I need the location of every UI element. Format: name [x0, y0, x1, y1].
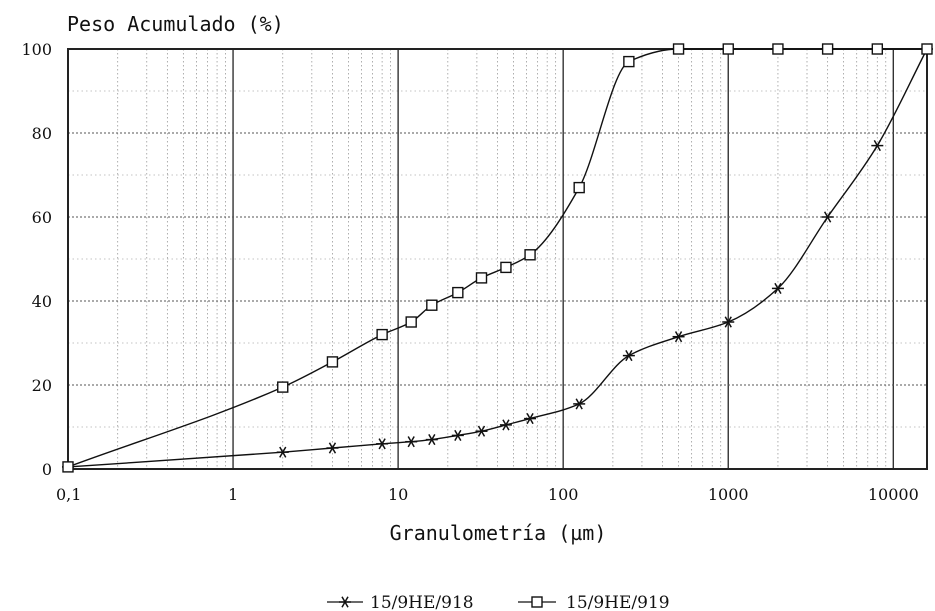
- x-tick-labels: 0,1 1 10 100 1000 10000: [56, 485, 919, 504]
- series-markers: [62, 43, 933, 473]
- data-point-square: [62, 461, 74, 473]
- legend-label-series-2: 15/9HE/919: [566, 593, 670, 611]
- x-tick-label: 10000: [868, 485, 919, 504]
- data-point-square: [722, 43, 734, 55]
- data-point-asterisk: [821, 211, 834, 223]
- data-point-square: [672, 43, 685, 55]
- data-point-square: [772, 43, 784, 55]
- data-point-square: [475, 272, 488, 284]
- chart-title: Peso Acumulado (%): [67, 12, 284, 36]
- data-point-asterisk: [722, 316, 735, 328]
- data-point-square: [452, 286, 464, 299]
- x-tick-label: 1000: [708, 485, 749, 504]
- data-point-asterisk: [276, 446, 289, 458]
- y-tick-label: 60: [32, 208, 52, 227]
- data-point-asterisk: [451, 429, 464, 441]
- legend-square-icon: [531, 596, 543, 608]
- data-point-square: [821, 43, 834, 55]
- data-point-asterisk: [622, 350, 635, 362]
- y-tick-label: 100: [21, 40, 52, 59]
- data-point-square: [623, 55, 635, 68]
- y-tick-label: 0: [42, 460, 52, 479]
- legend-item-series-2: 15/9HE/919: [518, 593, 670, 611]
- data-point-asterisk: [499, 419, 512, 431]
- data-point-square: [277, 381, 289, 393]
- data-point-asterisk: [771, 282, 784, 294]
- legend-item-series-1: 15/9HE/918: [327, 593, 474, 611]
- data-point-square: [921, 43, 933, 55]
- y-tick-label: 80: [32, 124, 52, 143]
- series-line-1: [67, 48, 928, 468]
- data-point-square: [500, 261, 512, 274]
- data-point-asterisk: [871, 140, 884, 152]
- data-point-square: [524, 249, 536, 261]
- data-point-asterisk: [376, 438, 389, 450]
- data-point-square: [326, 356, 339, 368]
- data-point-asterisk: [524, 413, 537, 425]
- x-axis-label: Granulometría (µm): [390, 521, 607, 545]
- legend: 15/9HE/918 15/9HE/919: [327, 593, 670, 611]
- plot-frame: [67, 48, 928, 470]
- data-point-asterisk: [425, 434, 438, 446]
- x-tick-label: 0,1: [56, 485, 81, 504]
- data-point-square: [573, 181, 585, 194]
- x-tick-label: 10: [388, 485, 408, 504]
- x-tick-label: 100: [548, 485, 579, 504]
- data-point-asterisk: [475, 425, 488, 437]
- data-point-square: [871, 43, 884, 55]
- grid-minor: [68, 49, 927, 469]
- data-point-square: [426, 299, 438, 311]
- data-point-asterisk: [405, 436, 418, 448]
- x-tick-label: 1: [228, 485, 238, 504]
- y-tick-labels: 0 20 40 60 80 100: [21, 40, 52, 479]
- data-point-square: [405, 316, 417, 328]
- data-point-asterisk: [672, 331, 685, 343]
- legend-label-series-1: 15/9HE/918: [370, 593, 474, 611]
- data-point-asterisk: [326, 442, 339, 454]
- y-tick-label: 20: [32, 376, 52, 395]
- data-point-asterisk: [573, 398, 586, 410]
- data-point-square: [376, 328, 388, 341]
- legend-asterisk-icon: [339, 596, 351, 608]
- y-tick-label: 40: [32, 292, 52, 311]
